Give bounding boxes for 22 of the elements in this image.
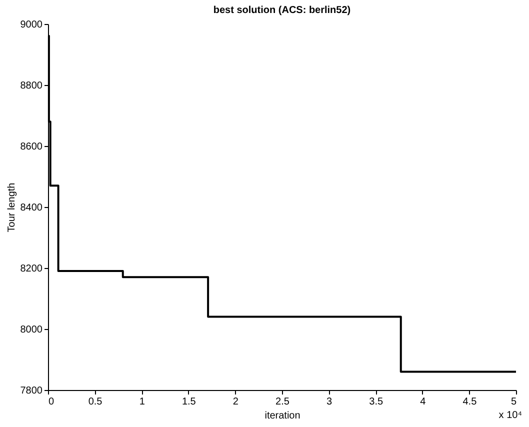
x-tick-label: 1.5 — [182, 396, 196, 408]
x-tick-label: 4.5 — [462, 396, 478, 408]
y-axis-title: Tour length — [6, 182, 18, 232]
x-tick-label: 1 — [139, 396, 146, 408]
x-tick-label: 0.5 — [88, 396, 103, 408]
x-tick-label: 3.5 — [369, 396, 384, 408]
y-tick-label: 8800 — [20, 80, 43, 92]
x-tick-label: 0 — [48, 396, 54, 408]
text: x 10⁴ — [498, 410, 522, 421]
y-tick-label: 8200 — [20, 264, 43, 274]
x-tick-label: 2 — [232, 396, 239, 408]
y-tick-label: 8400 — [20, 202, 43, 214]
chart-title: best solution (ACS: berlin52) — [213, 5, 351, 16]
y-tick-label: 8600 — [20, 142, 43, 152]
x-tick-label: 2.5 — [276, 396, 290, 408]
x-tick-label: 4 — [420, 396, 426, 408]
x-tick-label: 5 — [510, 396, 517, 408]
y-tick-label: 7800 — [20, 386, 43, 396]
y-tick-label: 9000 — [20, 20, 43, 30]
x-axis-title: iteration — [264, 410, 300, 422]
y-tick-label: 8000 — [20, 324, 43, 336]
x-tick-label: 3 — [326, 396, 333, 408]
